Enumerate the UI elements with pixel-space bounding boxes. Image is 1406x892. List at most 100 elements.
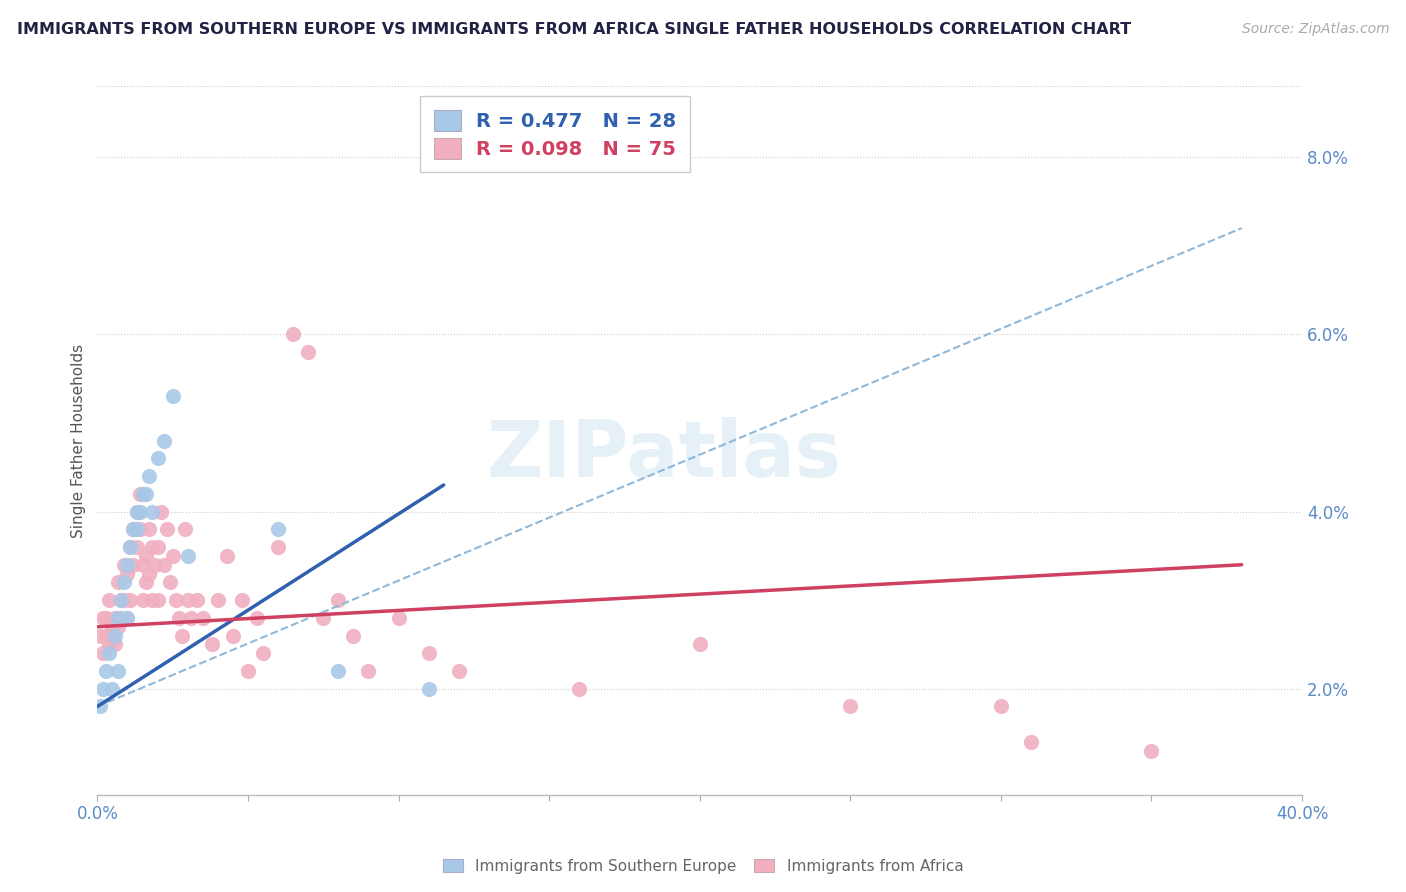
Point [138, 566, 160, 581]
Point [122, 558, 145, 572]
Point [101, 681, 124, 696]
Point [146, 540, 169, 554]
Point [281, 327, 304, 342]
Point [128, 505, 150, 519]
Point [236, 664, 259, 678]
Point [143, 558, 166, 572]
Point [104, 637, 127, 651]
Point [93, 681, 115, 696]
Point [215, 549, 238, 563]
Point [110, 611, 132, 625]
Point [165, 593, 187, 607]
Point [101, 629, 124, 643]
Point [125, 505, 148, 519]
Point [141, 593, 163, 607]
Point [125, 540, 148, 554]
Point [689, 637, 711, 651]
Point [162, 549, 184, 563]
Point [138, 522, 160, 536]
Point [135, 575, 157, 590]
Point [839, 699, 862, 714]
Point [222, 629, 245, 643]
Point [120, 540, 142, 554]
Point [312, 611, 335, 625]
Point [246, 611, 269, 625]
Point [117, 558, 139, 572]
Point [120, 593, 142, 607]
Point [1140, 744, 1163, 758]
Point [117, 611, 139, 625]
Point [297, 345, 319, 359]
Point [98, 637, 121, 651]
Point [141, 505, 163, 519]
Point [104, 611, 127, 625]
Point [107, 611, 129, 625]
Point [568, 681, 591, 696]
Point [176, 593, 198, 607]
Point [89, 699, 111, 714]
Point [267, 540, 290, 554]
Point [101, 620, 124, 634]
Point [167, 611, 190, 625]
Point [267, 522, 290, 536]
Point [201, 637, 224, 651]
Point [180, 611, 202, 625]
Point [191, 611, 214, 625]
Point [107, 575, 129, 590]
Point [93, 611, 115, 625]
Point [328, 593, 350, 607]
Point [131, 487, 153, 501]
Point [114, 558, 136, 572]
Point [252, 646, 274, 660]
Point [156, 522, 179, 536]
Point [146, 451, 169, 466]
Point [135, 549, 157, 563]
Text: Source: ZipAtlas.com: Source: ZipAtlas.com [1241, 22, 1389, 37]
Point [231, 593, 253, 607]
Point [96, 611, 118, 625]
Point [96, 629, 118, 643]
Point [418, 681, 440, 696]
Point [125, 522, 148, 536]
Point [149, 505, 172, 519]
Point [131, 593, 153, 607]
Text: ZIPatlas: ZIPatlas [486, 417, 841, 493]
Point [122, 522, 145, 536]
Legend: R = 0.477   N = 28, R = 0.098   N = 75: R = 0.477 N = 28, R = 0.098 N = 75 [420, 96, 690, 172]
Point [447, 664, 470, 678]
Point [107, 620, 129, 634]
Point [990, 699, 1012, 714]
Point [120, 540, 142, 554]
Point [89, 629, 111, 643]
Point [152, 558, 174, 572]
Point [128, 522, 150, 536]
Point [93, 646, 115, 660]
Point [131, 558, 153, 572]
Point [170, 629, 193, 643]
Point [110, 593, 132, 607]
Point [98, 646, 121, 660]
Point [128, 487, 150, 501]
Point [173, 522, 195, 536]
Point [117, 566, 139, 581]
Legend: Immigrants from Southern Europe, Immigrants from Africa: Immigrants from Southern Europe, Immigra… [437, 853, 969, 880]
Point [207, 593, 229, 607]
Point [104, 629, 127, 643]
Point [110, 593, 132, 607]
Point [357, 664, 380, 678]
Point [98, 593, 121, 607]
Point [186, 593, 208, 607]
Point [1019, 735, 1042, 749]
Point [387, 611, 409, 625]
Point [122, 522, 145, 536]
Point [125, 505, 148, 519]
Point [162, 389, 184, 403]
Point [135, 487, 157, 501]
Point [138, 469, 160, 483]
Point [159, 575, 181, 590]
Text: IMMIGRANTS FROM SOUTHERN EUROPE VS IMMIGRANTS FROM AFRICA SINGLE FATHER HOUSEHOL: IMMIGRANTS FROM SOUTHERN EUROPE VS IMMIG… [17, 22, 1130, 37]
Point [152, 434, 174, 448]
Point [96, 664, 118, 678]
Point [107, 664, 129, 678]
Point [176, 549, 198, 563]
